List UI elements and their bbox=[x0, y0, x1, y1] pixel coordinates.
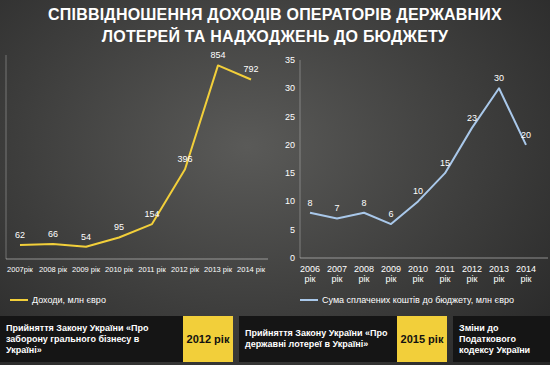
y-tick-label: 35 bbox=[285, 55, 295, 65]
x-tick-label-part: рік bbox=[521, 274, 532, 284]
x-tick-label-part: рік bbox=[467, 274, 478, 284]
x-tick-label-part: 2007 bbox=[327, 264, 347, 274]
x-tick-label: 2014 рік bbox=[237, 265, 266, 274]
x-tick-label-part: рік bbox=[305, 274, 316, 284]
y-axis bbox=[6, 55, 7, 259]
x-tick-label-part: рік bbox=[494, 274, 505, 284]
y-axis bbox=[300, 60, 301, 258]
data-label: 15 bbox=[440, 158, 450, 168]
x-tick-label: 2010 рік bbox=[105, 265, 134, 274]
x-tick-label: 2008рік bbox=[354, 264, 374, 284]
x-tick-label: 2009 рік bbox=[72, 265, 101, 274]
event-year: 2012 рік bbox=[183, 316, 233, 362]
x-axis bbox=[6, 259, 268, 260]
event-text: Прийняття Закону України «Про державні л… bbox=[239, 316, 397, 362]
data-label: 792 bbox=[243, 64, 258, 74]
x-tick-label: 2007рік bbox=[7, 265, 34, 274]
x-axis bbox=[300, 258, 548, 259]
x-tick-label: 2014рік bbox=[516, 264, 536, 284]
title: СПІВВІДНОШЕННЯ ДОХОДІВ ОПЕРАТОРІВ ДЕРЖАВ… bbox=[40, 4, 510, 48]
legend-swatch bbox=[300, 299, 318, 301]
x-tick-label-part: 2006 bbox=[300, 264, 320, 274]
x-tick-label: 2007рік bbox=[327, 264, 347, 284]
data-label: 7 bbox=[334, 203, 339, 213]
x-tick-label: 2010рік bbox=[408, 264, 428, 284]
x-tick-label-part: 2012 bbox=[462, 264, 482, 274]
data-label: 154 bbox=[144, 209, 159, 219]
data-label: 8 bbox=[361, 198, 366, 208]
x-tick-label: 2008 рік bbox=[39, 265, 68, 274]
line bbox=[20, 65, 251, 246]
data-label: 62 bbox=[15, 230, 25, 240]
x-tick-label: 2011рік bbox=[435, 264, 454, 284]
data-label: 23 bbox=[467, 113, 477, 123]
chart-1: 051015202530352006рік2007рік2008рік2009р… bbox=[285, 55, 548, 305]
y-tick-label: 25 bbox=[285, 112, 295, 122]
legend-swatch bbox=[10, 299, 28, 301]
x-tick-label-part: рік bbox=[359, 274, 370, 284]
x-tick-label-part: 2014 bbox=[516, 264, 536, 274]
y-tick-label: 20 bbox=[285, 140, 295, 150]
x-tick-label-part: рік bbox=[413, 274, 424, 284]
chart-0: 2007рік 2008 рік 2009 рік 2010 рік 2011 рік 2… bbox=[6, 50, 268, 305]
event-text: Зміни до Податкового кодексу України bbox=[453, 316, 550, 362]
x-tick-label: 2006рік bbox=[300, 264, 320, 284]
legend-label: Сума сплачених коштів до бюджету, млн єв… bbox=[322, 295, 514, 305]
x-tick-label-part: 2011 bbox=[435, 264, 454, 274]
x-tick-label-part: рік bbox=[440, 274, 451, 284]
legend-label: Доходи, млн євро bbox=[32, 295, 106, 305]
x-tick-label: 2013 рік bbox=[204, 265, 233, 274]
y-tick-label: 0 bbox=[290, 253, 295, 263]
data-label: 6 bbox=[388, 209, 393, 219]
data-label: 20 bbox=[521, 130, 531, 140]
x-tick-label: 2013рік bbox=[489, 264, 509, 284]
x-tick-label: 2011 рік bbox=[138, 265, 166, 274]
plot-area bbox=[310, 88, 526, 224]
data-label: 854 bbox=[210, 50, 225, 60]
y-tick-label: 15 bbox=[285, 168, 295, 178]
data-label: 54 bbox=[81, 232, 91, 242]
line bbox=[310, 88, 526, 224]
x-tick-label-part: 2009 bbox=[381, 264, 401, 274]
x-tick-label-part: рік bbox=[386, 274, 397, 284]
event-year: 2015 рік bbox=[397, 316, 447, 362]
data-label: 95 bbox=[114, 222, 124, 232]
x-tick-label-part: 2008 bbox=[354, 264, 374, 274]
x-tick-label-part: рік bbox=[332, 274, 343, 284]
y-tick-label: 5 bbox=[290, 225, 295, 235]
event-text: Прийняття Закону України «Про заборону г… bbox=[0, 316, 183, 362]
y-tick-label: 10 bbox=[285, 196, 295, 206]
data-label: 396 bbox=[177, 154, 192, 164]
x-tick-label-part: 2010 bbox=[408, 264, 428, 274]
data-label: 30 bbox=[494, 73, 504, 83]
data-label: 66 bbox=[48, 229, 58, 239]
chart: 2007рік2008 рік2009 рік2010 рік2011 рік2… bbox=[0, 0, 550, 365]
x-tick-label: 2012рік bbox=[462, 264, 482, 284]
plot-area bbox=[20, 65, 251, 246]
data-label: 8 bbox=[307, 198, 312, 208]
x-tick-label: 2009рік bbox=[381, 264, 401, 284]
x-tick-label-part: 2013 bbox=[489, 264, 509, 274]
y-tick-label: 30 bbox=[285, 83, 295, 93]
data-label: 10 bbox=[413, 186, 423, 196]
x-tick-label: 2012 рік bbox=[171, 265, 200, 274]
